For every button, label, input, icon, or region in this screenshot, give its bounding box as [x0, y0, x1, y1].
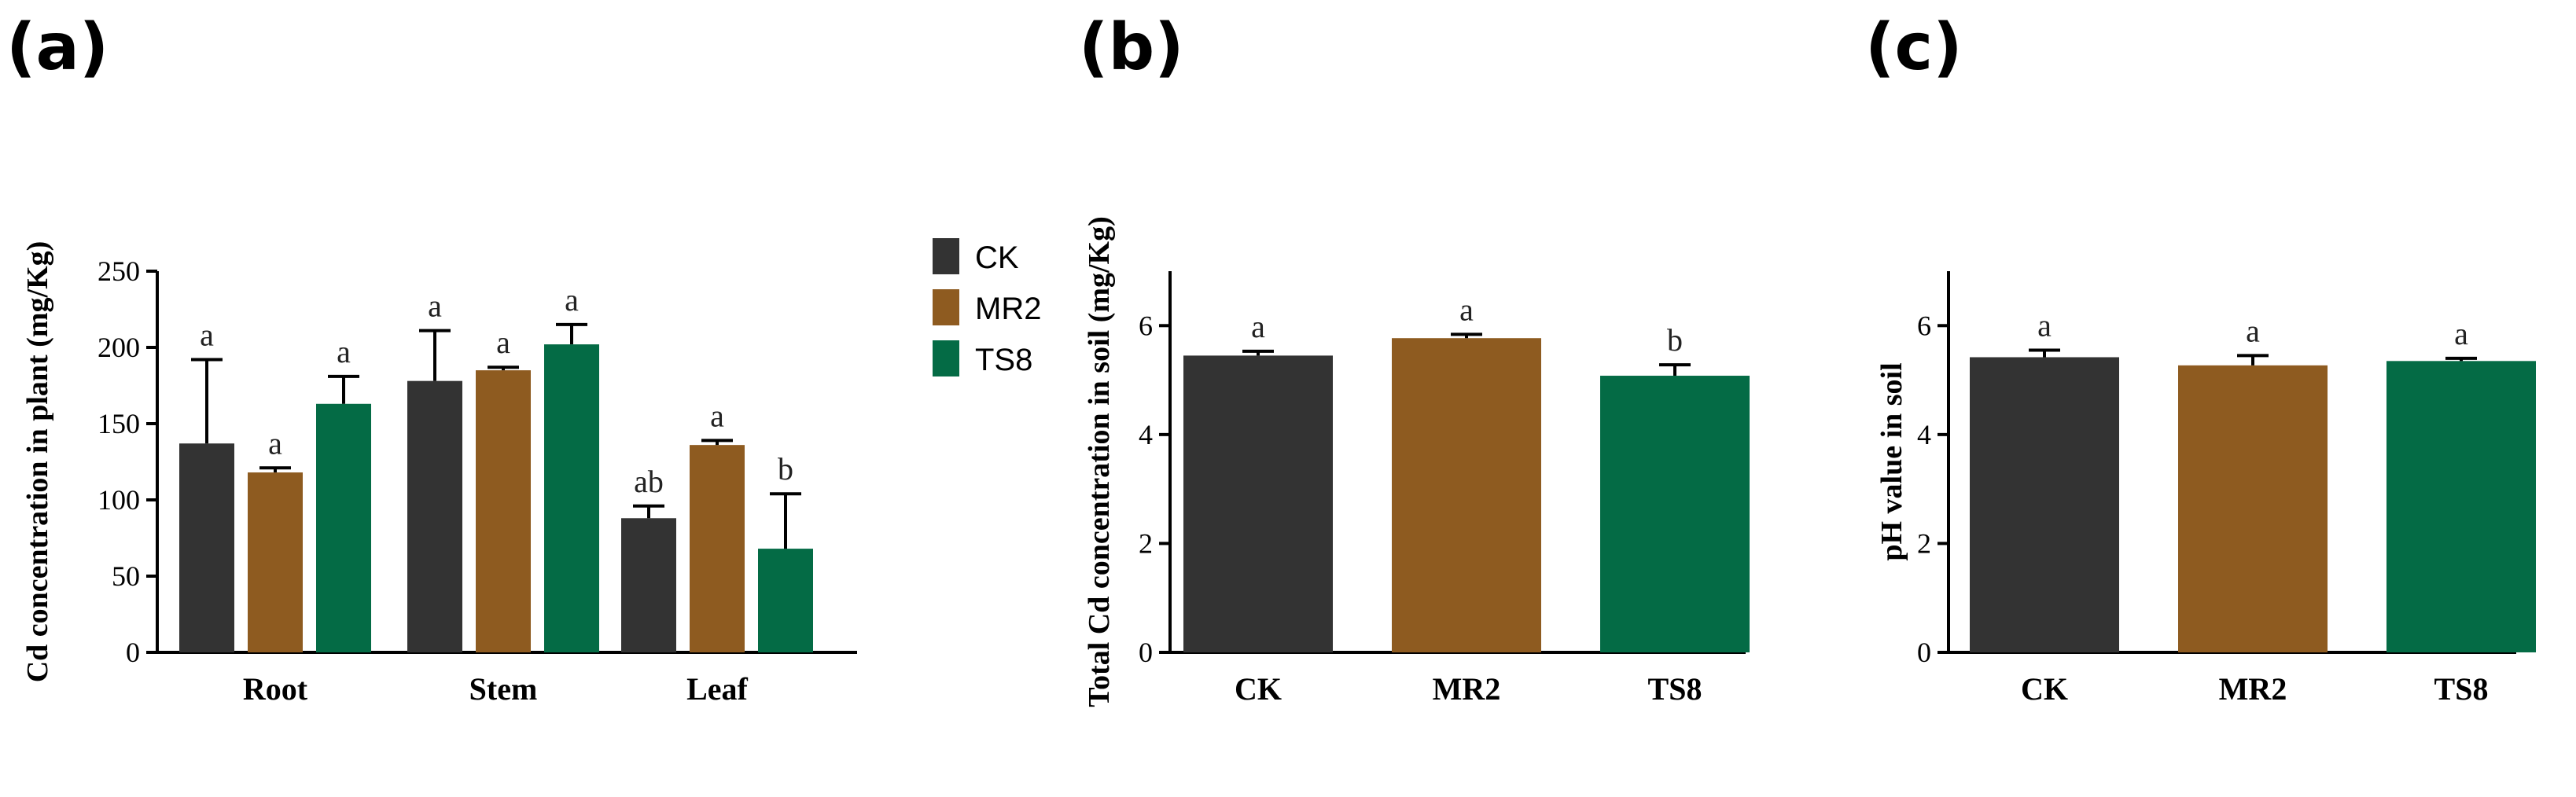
x-category-label: CK — [2021, 671, 2068, 707]
x-category-label: Root — [243, 671, 308, 707]
chart-panel-c: 0 2 4 6 pH value in soil a CK a MR2 a TS8 — [1875, 271, 2536, 707]
y-tick-label: 100 — [98, 484, 140, 516]
x-category-label: MR2 — [2219, 671, 2287, 707]
y-tick-label: 200 — [98, 332, 140, 363]
significance-label: a — [496, 325, 510, 360]
significance-label: a — [2246, 313, 2260, 348]
bar — [2386, 361, 2536, 652]
significance-label: b — [1667, 322, 1683, 358]
bar — [544, 344, 599, 652]
y-tick-label: 4 — [1139, 419, 1153, 450]
bar — [690, 445, 745, 652]
y-tick-label: 0 — [1139, 637, 1153, 668]
legend-label-mr2: MR2 — [975, 292, 1041, 326]
legend-swatch-mr2 — [933, 289, 959, 325]
significance-label: ab — [634, 464, 664, 499]
legend-label-ts8: TS8 — [975, 343, 1032, 377]
significance-label: a — [1251, 309, 1265, 344]
y-tick-label: 2 — [1139, 527, 1153, 559]
y-tick-label: 50 — [112, 560, 140, 592]
x-category-label: Stem — [469, 671, 538, 707]
x-category-label: Leaf — [686, 671, 748, 707]
y-tick-label: 2 — [1917, 527, 1931, 559]
significance-label: a — [710, 398, 724, 433]
legend-swatch-ts8 — [933, 340, 959, 376]
significance-label: a — [428, 288, 442, 324]
legend: CK MR2 TS8 — [933, 238, 1041, 377]
bar — [758, 549, 813, 652]
x-category-label: CK — [1235, 671, 1282, 707]
significance-label: a — [1459, 292, 1474, 327]
bar — [1183, 355, 1333, 652]
y-tick-label: 0 — [126, 637, 140, 668]
significance-label: a — [337, 334, 351, 369]
significance-label: a — [2037, 307, 2052, 343]
chart-panel-b: 0 2 4 6 Total Cd concentration in soil (mg/K… — [1083, 216, 1750, 707]
legend-label-ck: CK — [975, 241, 1019, 275]
bar — [179, 443, 234, 652]
y-tick-label: 150 — [98, 408, 140, 439]
y-axis-label: pH value in soil — [1875, 362, 1908, 560]
bar — [1970, 357, 2119, 652]
bar — [1392, 338, 1541, 652]
x-category-label: MR2 — [1433, 671, 1501, 707]
significance-label: a — [268, 425, 282, 461]
significance-label: b — [778, 451, 793, 487]
bar — [248, 472, 303, 652]
significance-label: a — [2454, 316, 2468, 351]
x-category-label: TS8 — [2434, 671, 2489, 707]
significance-label: a — [200, 318, 214, 353]
bar — [1600, 376, 1750, 652]
bar — [621, 518, 676, 652]
y-axis-label: Total Cd concentration in soil (mg/Kg) — [1083, 216, 1116, 707]
bar — [2178, 365, 2328, 652]
panel-label-c: (c) — [1865, 10, 1963, 85]
y-tick-label: 250 — [98, 255, 140, 287]
y-tick-label: 6 — [1139, 310, 1153, 341]
y-tick-label: 0 — [1917, 637, 1931, 668]
y-tick-label: 6 — [1917, 310, 1931, 341]
y-tick-label: 4 — [1917, 419, 1931, 450]
bar — [316, 403, 371, 652]
y-axis-label: Cd concentration in plant (mg/Kg) — [21, 241, 54, 683]
panel-label-b: (b) — [1079, 10, 1184, 85]
bar — [476, 370, 531, 652]
chart-panel-a: 0 50 100 150 200 250 Cd concentration in plant… — [21, 241, 857, 707]
panel-label-a: (a) — [6, 10, 109, 85]
significance-label: a — [565, 282, 579, 318]
bar — [407, 380, 462, 652]
legend-swatch-ck — [933, 238, 959, 274]
x-category-label: TS8 — [1648, 671, 1702, 707]
